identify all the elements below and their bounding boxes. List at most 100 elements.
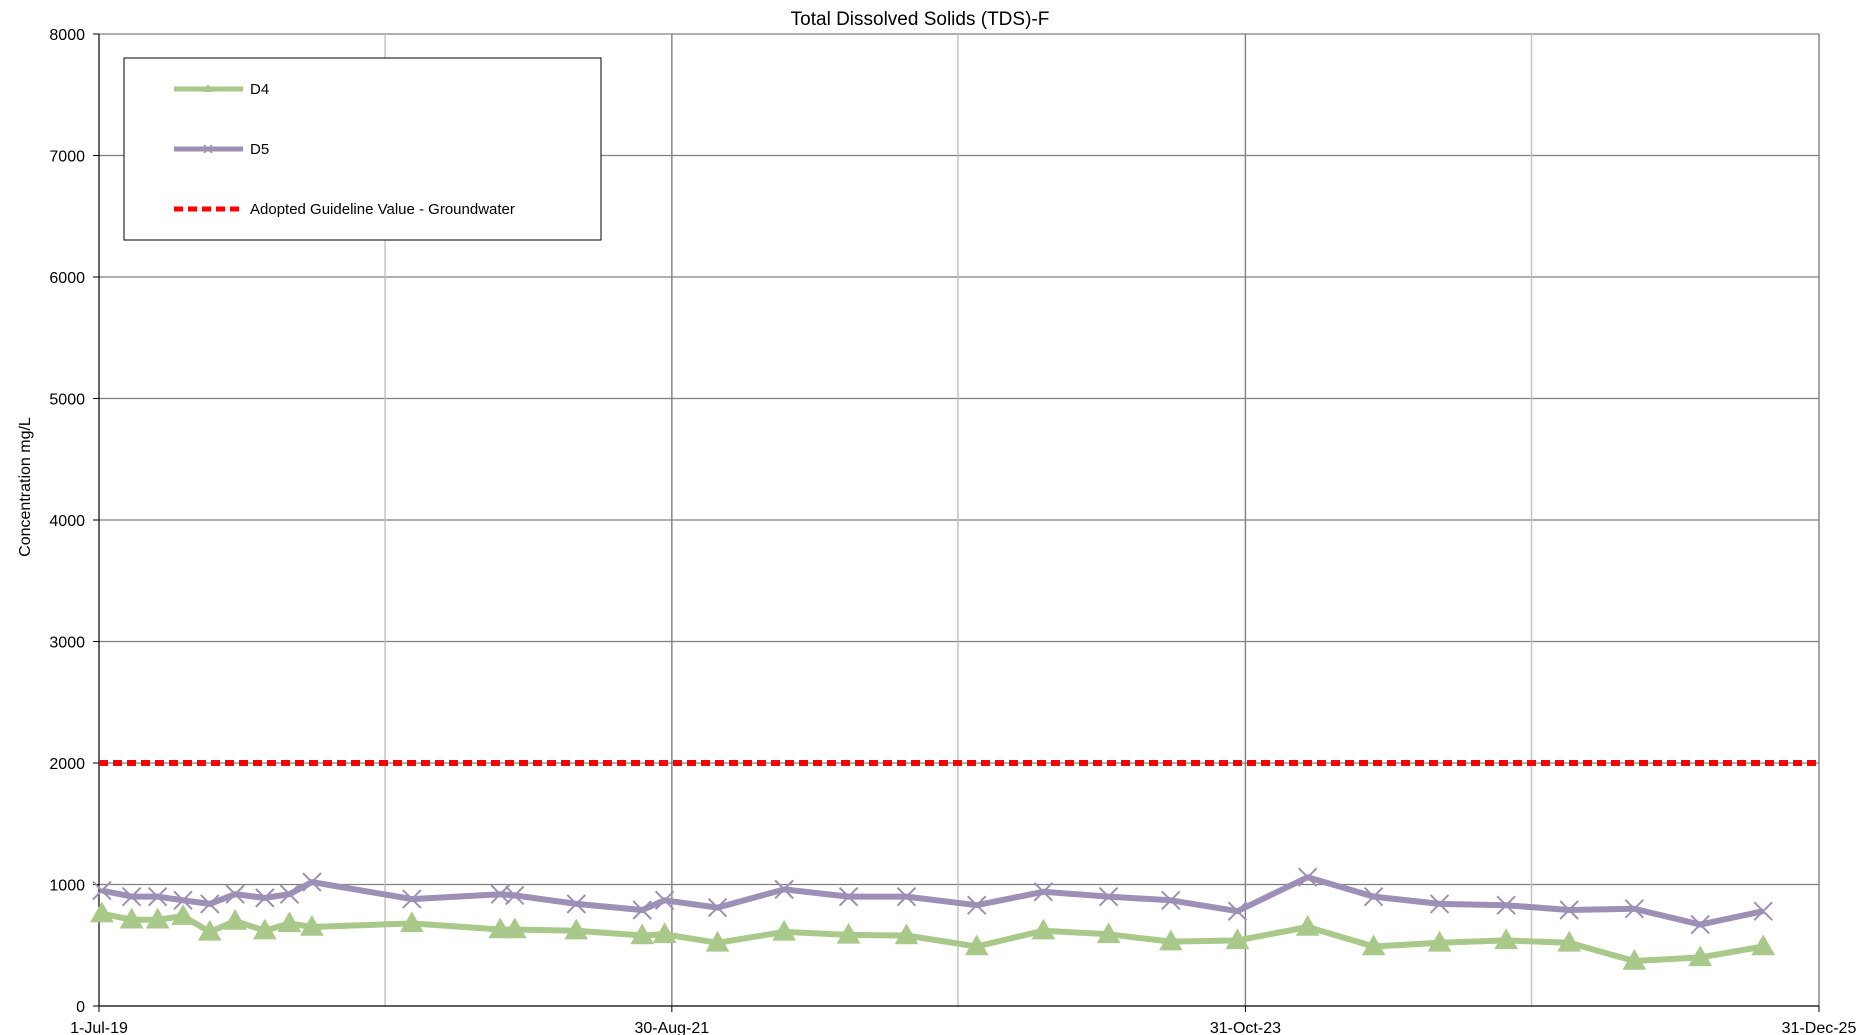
- data-point: [504, 885, 525, 906]
- data-point: [1624, 899, 1645, 919]
- marker-stroke: [896, 886, 917, 907]
- data-point: [838, 886, 859, 907]
- data-point: [1494, 928, 1519, 950]
- data-point: [1429, 894, 1450, 914]
- marker-stroke: [225, 884, 245, 904]
- data-point: [252, 918, 277, 940]
- marker-stroke: [92, 880, 112, 901]
- marker-stroke: [402, 889, 422, 909]
- marker-stroke: [566, 894, 586, 914]
- data-point: [896, 886, 917, 907]
- data-point: [402, 889, 422, 909]
- data-point: [654, 890, 675, 911]
- data-point: [1295, 915, 1320, 936]
- y-tick-label: 4000: [49, 513, 85, 530]
- series-layer: [90, 760, 1819, 970]
- y-axis-title: Concentration mg/L: [17, 417, 34, 557]
- data-point: [1496, 895, 1516, 915]
- marker-stroke: [1363, 886, 1384, 907]
- marker-stroke: [302, 872, 322, 892]
- data-point: [632, 900, 652, 920]
- marker-stroke: [147, 886, 168, 907]
- marker-stroke: [1098, 886, 1119, 907]
- data-point: [894, 923, 919, 945]
- data-point: [1557, 930, 1582, 952]
- y-tick-label: 3000: [49, 635, 85, 652]
- legend-item: Adopted Guideline Value - Groundwater: [174, 201, 515, 218]
- marker-stroke: [1161, 890, 1181, 911]
- y-tick-label: 1000: [49, 878, 85, 895]
- data-point: [1361, 934, 1386, 956]
- x-tick-label: 31-Dec-25: [1782, 1020, 1857, 1035]
- series-line: [101, 910, 1764, 964]
- data-point: [1227, 901, 1248, 921]
- marker-stroke: [1227, 901, 1248, 921]
- x-tick-label: 1-Jul-19: [70, 1020, 128, 1035]
- data-point: [774, 879, 794, 900]
- data-point: [147, 886, 168, 907]
- data-point: [255, 888, 275, 908]
- data-point: [1622, 949, 1647, 970]
- marker-stroke: [504, 885, 525, 906]
- data-point: [566, 894, 586, 914]
- data-point: [1033, 882, 1054, 902]
- marker-stroke: [774, 879, 794, 900]
- data-point: [1688, 945, 1713, 967]
- marker-stroke: [1690, 914, 1710, 935]
- marker-stroke: [1033, 882, 1054, 902]
- marker-stroke: [654, 890, 675, 911]
- data-point: [1559, 900, 1579, 920]
- data-point: [1225, 928, 1250, 950]
- data-point: [1158, 929, 1183, 951]
- data-point: [564, 918, 589, 940]
- data-point: [279, 884, 300, 904]
- marker-stroke: [967, 895, 987, 915]
- legend-marker: [203, 84, 213, 92]
- data-point: [488, 917, 513, 939]
- legend-item: D5: [174, 141, 269, 158]
- marker-stroke: [707, 897, 728, 918]
- marker-stroke: [1559, 900, 1579, 920]
- legend-label: D5: [250, 141, 269, 158]
- data-point: [171, 904, 195, 925]
- data-point: [119, 907, 144, 929]
- y-tick-label: 0: [76, 999, 85, 1016]
- marker-stroke: [1624, 899, 1645, 919]
- data-point: [121, 886, 142, 907]
- data-point: [277, 911, 302, 933]
- axes: 0 1000 2000 3000 4000 5000 6000 7000 8000 1-Jul-1…: [49, 27, 1856, 1035]
- data-point: [1096, 922, 1121, 944]
- grid: [99, 33, 1820, 1006]
- data-point: [92, 880, 112, 901]
- marker-stroke: [1298, 867, 1318, 887]
- data-point: [302, 872, 322, 892]
- y-tick-label: 2000: [49, 756, 85, 773]
- marker-stroke: [255, 888, 275, 908]
- y-tick-label: 5000: [49, 392, 85, 409]
- y-tick-label: 6000: [49, 270, 85, 287]
- chart-title: Total Dissolved Solids (TDS)-F: [791, 9, 1050, 30]
- data-point: [200, 894, 220, 914]
- data-point: [772, 919, 796, 941]
- marker-stroke: [173, 890, 193, 911]
- legend-label: D4: [250, 81, 269, 98]
- data-point: [197, 919, 222, 941]
- data-point: [173, 890, 193, 911]
- legend-marker: [203, 144, 213, 154]
- data-point: [967, 895, 987, 915]
- y-tick-label: 7000: [49, 149, 85, 166]
- legend-label: Adopted Guideline Value - Groundwater: [250, 201, 515, 218]
- data-point: [705, 930, 730, 952]
- marker-stroke: [632, 900, 652, 920]
- series-1: [90, 901, 1776, 970]
- series-line: [101, 874, 1764, 928]
- data-point: [1363, 886, 1384, 907]
- data-point: [630, 923, 655, 945]
- legend: D4 D5 Adopted Guideline Value - Groundwate…: [123, 57, 602, 241]
- x-tick-label: 31-Oct-23: [1210, 1020, 1281, 1035]
- series-2: [92, 867, 1773, 935]
- data-point: [90, 901, 114, 923]
- data-point: [1161, 890, 1181, 911]
